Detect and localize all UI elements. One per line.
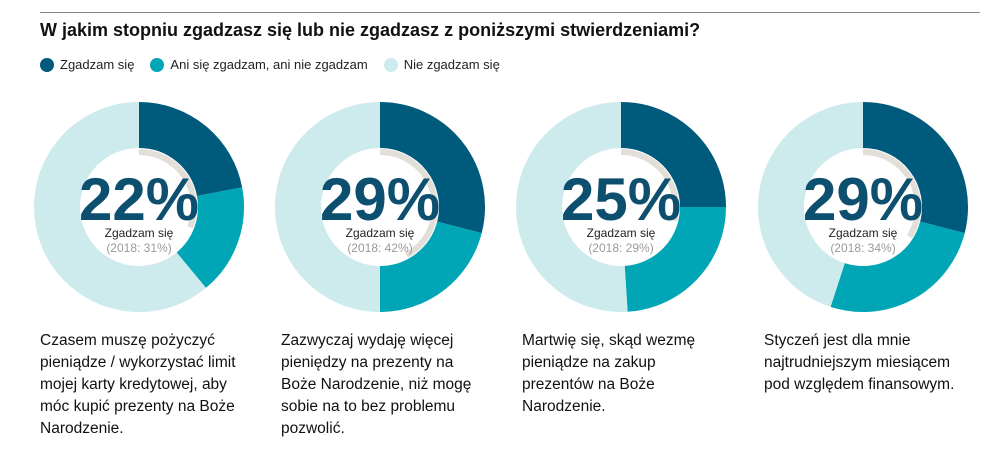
big-percentage: 25%: [561, 166, 681, 233]
agree-label: Zgadzam się: [587, 226, 656, 240]
legend-swatch-agree: [40, 57, 54, 72]
caption-line: pieniądze / wykorzystać limit: [40, 354, 236, 371]
donut-chart-1: 22%Zgadzam się(2018: 31%): [34, 102, 244, 312]
slice-agree: [620, 102, 726, 208]
previous-year-arc: [138, 149, 197, 229]
previous-year-label: (2018: 29%): [588, 241, 653, 255]
caption-line: Boże Narodzenie, niż mogę: [281, 376, 472, 393]
legend-swatch-disagree: [383, 57, 398, 72]
previous-year-arc: [379, 149, 438, 258]
legend-item-disagree: Nie zgadzam się: [383, 57, 500, 72]
legend-label-agree: Zgadzam się: [60, 57, 135, 72]
caption-line: Narodzenie.: [522, 398, 606, 415]
caption-line: prezentów na Boże: [522, 376, 655, 393]
legend-label-disagree: Nie zgadzam się: [403, 57, 500, 72]
slice-disagree: [34, 102, 206, 312]
slice-neutral: [830, 220, 965, 312]
legend-item-agree: Zgadzam się: [40, 57, 134, 72]
caption-line: sobie na to bez problemu: [281, 398, 456, 415]
big-percentage: 22%: [79, 166, 199, 233]
caption-line: pieniądze na zakup: [522, 354, 656, 371]
slice-neutral: [175, 187, 244, 288]
caption-line: Czasem muszę pożyczyć: [40, 332, 215, 349]
big-percentage: 29%: [803, 166, 923, 233]
chart-title: W jakim stopniu zgadzasz się lub nie zga…: [40, 20, 701, 40]
caption-1: Czasem muszę pożyczyć pieniądze / wykorzy…: [40, 330, 255, 440]
caption-line: pieniędzy na prezenty na: [281, 354, 454, 371]
slice-agree: [138, 102, 243, 197]
agree-label: Zgadzam się: [105, 226, 174, 240]
caption-4: Styczeń jest dla mnie najtrudniejszym mie…: [764, 330, 979, 396]
donut-chart-2: 29%Zgadzam się(2018: 42%): [275, 102, 485, 312]
caption-line: pozwolić.: [281, 420, 345, 437]
donut-chart-4: 29%Zgadzam się(2018: 34%): [758, 102, 968, 312]
agree-label: Zgadzam się: [829, 226, 898, 240]
caption-line: pod względem finansowym.: [764, 376, 955, 393]
caption-2: Zazwyczaj wydaję więcej pieniędzy na prez…: [281, 330, 496, 440]
slice-disagree: [275, 102, 381, 312]
slice-disagree: [758, 102, 864, 307]
caption-line: najtrudniejszym miesiącem: [764, 354, 951, 371]
legend-label-neutral: Ani się zgadzam, ani nie zgadzam: [170, 57, 368, 72]
previous-year-label: (2018: 34%): [830, 241, 895, 255]
caption-line: Martwię się, skąd wezmę: [522, 332, 696, 349]
caption-line: Narodzenie.: [40, 420, 124, 437]
caption-line: mojej karty kredytowej, aby: [40, 376, 227, 393]
big-percentage: 29%: [320, 166, 440, 233]
top-rule: [40, 12, 980, 13]
legend: Zgadzam się Ani się zgadzam, ani nie zga…: [40, 57, 516, 72]
slice-agree: [862, 102, 968, 234]
caption-3: Martwię się, skąd wezmę pieniądze na zaku…: [522, 330, 737, 418]
slice-neutral: [623, 206, 726, 312]
slice-disagree: [516, 102, 628, 312]
slice-neutral: [379, 220, 482, 312]
previous-year-label: (2018: 31%): [106, 241, 171, 255]
donut-chart-3: 25%Zgadzam się(2018: 29%): [516, 102, 726, 312]
previous-year-arc: [620, 149, 679, 222]
previous-year-arc: [862, 149, 921, 239]
slice-agree: [379, 102, 485, 234]
caption-line: móc kupić prezenty na Boże: [40, 398, 235, 415]
agree-label: Zgadzam się: [346, 226, 415, 240]
legend-item-neutral: Ani się zgadzam, ani nie zgadzam: [150, 57, 368, 72]
caption-line: Zazwyczaj wydaję więcej: [281, 332, 454, 349]
legend-swatch-neutral: [150, 57, 165, 72]
caption-line: Styczeń jest dla mnie: [764, 332, 911, 349]
previous-year-label: (2018: 42%): [347, 241, 412, 255]
